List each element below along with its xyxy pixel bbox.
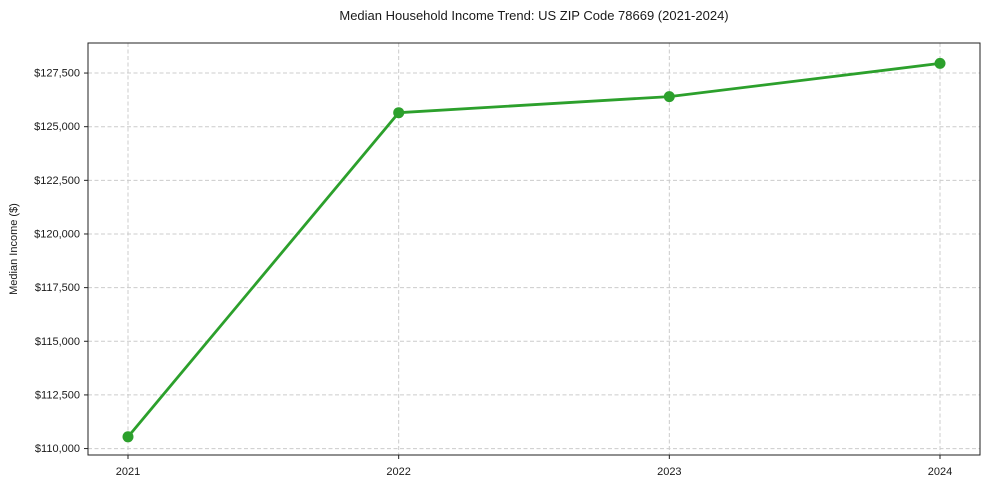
x-tick-label: 2021 [116,466,140,478]
y-tick-label: $112,500 [35,389,80,401]
data-point [934,57,946,69]
data-point [122,431,134,443]
data-point [393,107,405,119]
y-tick-label: $127,500 [34,68,80,80]
y-tick-label: $125,000 [34,121,80,133]
y-tick-label: $117,500 [35,282,80,294]
x-tick-label: 2024 [928,466,952,478]
plot-border [87,42,981,456]
y-tick-label: $115,000 [35,336,80,348]
chart-title: Median Household Income Trend: US ZIP Co… [339,8,729,23]
y-tick-label: $110,000 [35,443,80,455]
data-point [663,91,675,103]
x-tick-label: 2023 [657,466,681,478]
x-tick-label: 2022 [386,466,410,478]
y-tick-label: $122,500 [34,175,80,187]
trend-line [126,62,942,439]
y-tick-label: $120,000 [34,228,80,240]
